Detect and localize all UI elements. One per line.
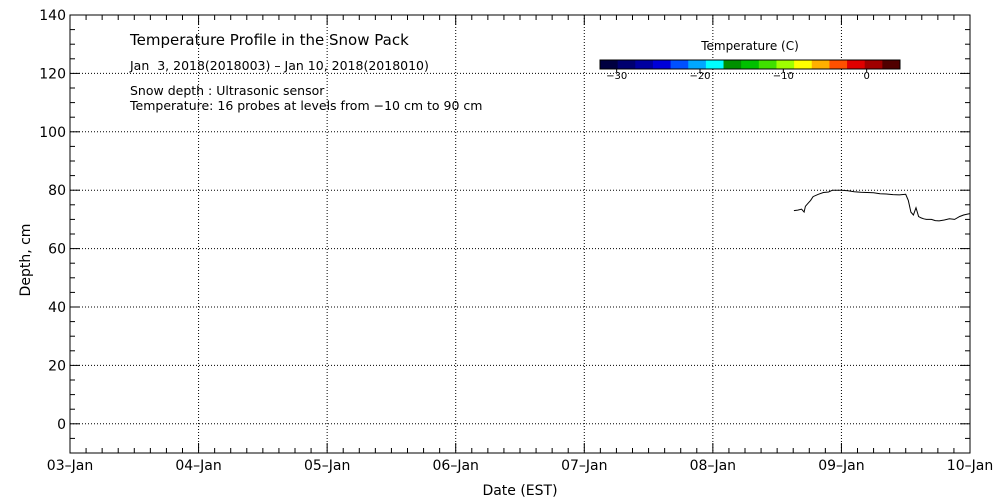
x-tick-label: 03–Jan (47, 458, 93, 474)
colorbar-segment (864, 60, 883, 69)
colorbar-segment (723, 60, 742, 69)
y-tick-label: 120 (39, 66, 66, 82)
colorbar-tick-label: −20 (689, 71, 710, 82)
chart-subtitle-probes: Temperature: 16 probes at levels from −1… (129, 98, 482, 113)
chart-subtitle-dates: Jan 3, 2018(2018003) – Jan 10, 2018(2018… (129, 58, 429, 73)
colorbar-segment (652, 60, 672, 69)
chart-subtitle-depth-sensor: Snow depth : Ultrasonic sensor (130, 83, 325, 98)
colorbar-segment (758, 60, 777, 69)
colorbar-segment (776, 60, 795, 69)
x-tick-label: 04–Jan (175, 458, 221, 474)
colorbar-segment (794, 60, 813, 69)
colorbar-segment (635, 60, 654, 69)
grid-lines (70, 15, 970, 453)
colorbar-title: Temperature (C) (700, 39, 799, 53)
y-tick-label: 0 (57, 417, 66, 433)
tick-labels: 0 20 40 60 80 100 120 140 03–Jan 04–Jan 05–Jan 06–J… (39, 8, 993, 474)
y-tick-label: 20 (48, 358, 66, 374)
x-tick-label: 06–Jan (433, 458, 479, 474)
colorbar-segment (688, 60, 707, 69)
x-tick-label: 05–Jan (304, 458, 350, 474)
x-tick-label: 10–Jan (947, 458, 993, 474)
y-tick-label: 100 (39, 125, 66, 141)
snow-depth-line (793, 189, 971, 222)
chart-title: Temperature Profile in the Snow Pack (129, 31, 409, 49)
colorbar-segment (847, 60, 866, 69)
y-tick-label: 40 (48, 300, 66, 316)
colorbar-tick-label: −10 (773, 71, 794, 82)
colorbar-tick-label: −30 (606, 71, 627, 82)
colorbar-segment (617, 60, 636, 69)
x-tick-label: 09–Jan (818, 458, 864, 474)
x-tick-label: 07–Jan (561, 458, 607, 474)
y-axis-label: Depth, cm (18, 224, 34, 297)
x-tick-label: 08–Jan (690, 458, 736, 474)
x-axis-label: Date (EST) (482, 483, 557, 499)
colorbar: Temperature (C) −30 −20 −10 0 (599, 39, 901, 82)
colorbar-segment (600, 60, 619, 69)
y-tick-label: 60 (48, 242, 66, 258)
y-tick-label: 80 (48, 183, 66, 199)
axis-ticks (69, 14, 971, 454)
colorbar-tick-label: 0 (863, 71, 869, 82)
series-layer (793, 189, 971, 222)
colorbar-segment (741, 60, 760, 69)
colorbar-segment (811, 60, 830, 69)
colorbar-segment (829, 60, 848, 69)
colorbar-segment (882, 60, 901, 69)
y-tick-label: 140 (39, 8, 66, 24)
colorbar-frame (599, 59, 901, 70)
colorbar-segment (705, 60, 725, 69)
colorbar-segment (670, 60, 689, 69)
